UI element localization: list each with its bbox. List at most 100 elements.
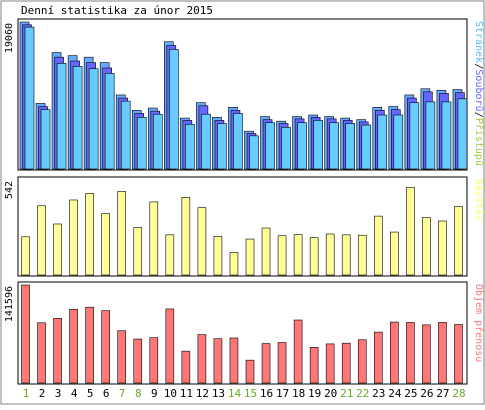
- bar-requests-3-day-12: [201, 113, 211, 170]
- series-visits-1: [21, 187, 463, 276]
- bar-traffic-1-day-1: [21, 284, 30, 384]
- bar-traffic-1-day-6: [101, 310, 110, 384]
- bar-traffic-1-day-24: [390, 321, 399, 384]
- bar-requests-3-day-1: [24, 26, 35, 170]
- panel-traffic-ymax-label: 141596: [4, 286, 15, 322]
- bar-traffic-1-day-3: [53, 317, 62, 384]
- legend-requests: Stránek/Souborů/Přístupů: [473, 21, 485, 166]
- bar-traffic-1-day-5: [85, 306, 94, 384]
- bar-traffic-1-day-25: [406, 322, 415, 384]
- bar-requests-3-day-20: [329, 122, 339, 170]
- bar-requests-3-day-6: [104, 73, 115, 170]
- panel-requests: 19060 Stránek/Souborů/Přístupů: [4, 18, 485, 171]
- bar-requests-3-day-23: [377, 114, 388, 170]
- bar-visits-1-day-17: [277, 235, 287, 276]
- bar-requests-3-day-14: [233, 113, 243, 170]
- day-label-21: 21: [340, 387, 353, 400]
- panel-visits-ymax-label: 542: [4, 181, 15, 199]
- day-label-26: 26: [420, 387, 433, 400]
- bar-visits-1-day-19: [309, 237, 319, 276]
- day-label-10: 10: [164, 387, 177, 400]
- bar-requests-3-day-17: [281, 127, 291, 170]
- day-label-18: 18: [292, 387, 305, 400]
- bar-requests-3-day-24: [393, 114, 404, 170]
- bar-visits-1-day-21: [341, 234, 351, 276]
- bar-requests-3-day-10: [169, 49, 179, 170]
- legend-item-traffic-1: Objem přenosu: [473, 284, 485, 362]
- bar-traffic-1-day-13: [213, 338, 223, 384]
- panel-traffic: 141596 Objem přenosu: [4, 281, 485, 385]
- bar-traffic-1-day-7: [117, 330, 127, 384]
- day-label-28: 28: [452, 387, 465, 400]
- bar-visits-1-day-13: [213, 235, 223, 276]
- bar-visits-1-day-20: [325, 233, 335, 276]
- bar-traffic-1-day-2: [37, 322, 46, 384]
- bar-visits-1-day-18: [293, 234, 303, 276]
- day-label-16: 16: [260, 387, 273, 400]
- bar-requests-3-day-28: [457, 98, 468, 170]
- panel-requests-ymax-label: 19060: [4, 23, 15, 53]
- day-label-20: 20: [324, 387, 337, 400]
- day-label-27: 27: [436, 387, 449, 400]
- day-label-24: 24: [388, 387, 402, 400]
- legend-item-requests-3: Přístupů: [473, 118, 485, 166]
- legend-item-requests-2: Souborů: [473, 69, 485, 111]
- bar-requests-3-day-19: [313, 120, 323, 170]
- panel-visits: 542 Návštěv: [4, 176, 485, 277]
- bar-visits-1-day-2: [37, 205, 46, 276]
- day-label-15: 15: [244, 387, 257, 400]
- series-requests-3: [24, 26, 468, 170]
- day-label-17: 17: [276, 387, 289, 400]
- bar-traffic-1-day-8: [133, 338, 143, 384]
- bar-visits-1-day-6: [101, 213, 110, 276]
- day-labels: 1 2 3 4 5 6 7 8 9 10 11 12 13 14 15 16 17 18 19 20 21 22 23 24 2…: [23, 387, 466, 400]
- bar-requests-3-day-15: [249, 135, 259, 170]
- day-label-3: 3: [55, 387, 62, 400]
- bar-traffic-1-day-26: [422, 324, 431, 384]
- bar-requests-3-day-2: [40, 109, 51, 170]
- day-label-23: 23: [372, 387, 385, 400]
- bar-requests-3-day-7: [120, 100, 131, 170]
- bar-traffic-1-day-4: [69, 308, 78, 384]
- legend-item-requests-1: Stránek: [473, 21, 485, 63]
- bar-traffic-1-day-19: [309, 347, 319, 384]
- bar-traffic-1-day-27: [438, 322, 447, 384]
- bar-traffic-1-day-16: [261, 343, 271, 384]
- bar-requests-3-day-27: [441, 101, 452, 170]
- bar-requests-3-day-22: [361, 124, 372, 170]
- chart-title: Denní statistika za únor 2015: [21, 4, 213, 17]
- legend-separator-requests-2: /: [473, 112, 484, 118]
- bar-requests-3-day-8: [136, 117, 147, 170]
- bar-traffic-1-day-9: [149, 337, 159, 384]
- day-label-11: 11: [180, 387, 193, 400]
- bar-visits-1-day-5: [85, 193, 94, 276]
- bar-traffic-1-day-22: [357, 339, 367, 384]
- bar-traffic-1-day-12: [197, 334, 207, 384]
- bar-traffic-1-day-17: [277, 342, 287, 384]
- bar-visits-1-day-12: [197, 207, 207, 276]
- day-label-5: 5: [87, 387, 94, 400]
- bar-visits-1-day-10: [165, 234, 175, 276]
- bar-traffic-1-day-14: [229, 337, 239, 384]
- bar-traffic-1-day-21: [341, 342, 351, 384]
- bar-requests-3-day-9: [152, 113, 163, 170]
- day-label-19: 19: [308, 387, 321, 400]
- bar-visits-1-day-9: [149, 201, 159, 276]
- day-label-13: 13: [212, 387, 225, 400]
- bar-requests-3-day-4: [72, 66, 83, 170]
- bar-visits-1-day-4: [69, 199, 78, 276]
- bar-traffic-1-day-15: [245, 359, 255, 384]
- legend-item-visits-1: Návštěv: [473, 179, 485, 221]
- day-label-9: 9: [151, 387, 158, 400]
- day-label-25: 25: [404, 387, 417, 400]
- day-label-8: 8: [135, 387, 142, 400]
- bar-visits-1-day-1: [21, 236, 30, 276]
- bar-traffic-1-day-18: [293, 319, 303, 384]
- legend-separator-requests-1: /: [473, 63, 484, 69]
- bar-traffic-1-day-20: [325, 343, 335, 384]
- day-label-7: 7: [119, 387, 126, 400]
- bar-visits-1-day-8: [133, 227, 143, 276]
- bar-visits-1-day-24: [390, 231, 399, 276]
- bar-requests-3-day-16: [265, 122, 275, 170]
